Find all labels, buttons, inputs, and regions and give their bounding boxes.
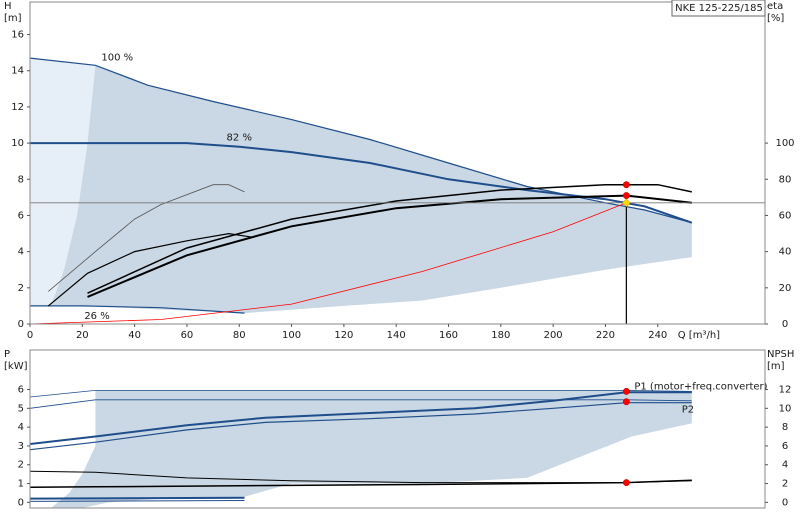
duty-marker <box>622 387 630 395</box>
y2-tick-label: 40 <box>779 247 792 258</box>
y-tick-label: 0 <box>18 497 24 508</box>
curve <box>30 496 245 500</box>
y2-tick-label: 10 <box>779 403 792 414</box>
curve <box>30 57 692 224</box>
y-tick-label: 1 <box>18 479 24 490</box>
x-tick-label: 0 <box>27 330 33 341</box>
y-tick-label: 5 <box>18 403 24 414</box>
x-tick-label: 60 <box>181 330 194 341</box>
curve <box>30 479 692 489</box>
y2-tick-label: 12 <box>779 385 792 396</box>
y-tick-label: 16 <box>11 30 24 41</box>
y-axis-unit: [kW] <box>4 361 28 372</box>
x-tick-label: 40 <box>128 330 141 341</box>
curve-label: P1 (motor+freq.converter) <box>634 381 767 392</box>
frame <box>29 1 766 325</box>
curve <box>30 402 692 451</box>
curve <box>30 399 692 409</box>
curve-label: 100 % <box>101 52 133 63</box>
y2-axis-label: eta <box>767 1 783 12</box>
y-tick-label: 4 <box>18 422 24 433</box>
y-tick-label: 10 <box>11 138 24 149</box>
y2-tick-label: 80 <box>779 174 792 185</box>
chart-title: NKE 125-225/185 <box>675 3 763 14</box>
curve <box>30 390 692 398</box>
curve <box>47 232 253 307</box>
y2-tick-label: 0 <box>782 497 788 508</box>
x-tick-label: 20 <box>76 330 89 341</box>
curve <box>87 183 692 294</box>
y2-tick-label: 20 <box>779 283 792 294</box>
y2-tick-label: 100 <box>775 138 794 149</box>
y2-axis-unit: [m] <box>767 361 785 372</box>
y2-tick-label: 4 <box>782 460 788 471</box>
y-tick-label: 0 <box>18 319 24 330</box>
x-tick-label: 200 <box>544 330 563 341</box>
curve-label: P2 <box>682 405 694 416</box>
y-tick-label: 2 <box>18 460 24 471</box>
curve <box>30 500 245 502</box>
series-group <box>30 57 693 324</box>
x-tick-label: 180 <box>491 330 510 341</box>
x-tick-label: 100 <box>282 330 301 341</box>
y-tick-label: 2 <box>18 283 24 294</box>
y-tick-label: 8 <box>18 174 24 185</box>
duty-marker <box>622 479 630 487</box>
operating-range <box>30 58 96 306</box>
x-tick-label: 220 <box>596 330 615 341</box>
curve-label: 26 % <box>84 311 109 322</box>
y2-tick-label: 8 <box>782 422 788 433</box>
curve-label: 82 % <box>227 133 252 144</box>
x-tick-label: 140 <box>387 330 406 341</box>
curve <box>30 305 245 314</box>
duty-marker <box>622 192 630 200</box>
x-tick-label: 160 <box>439 330 458 341</box>
y2-tick-label: 0 <box>782 319 788 330</box>
y-tick-label: 12 <box>11 102 24 113</box>
y2-axis-label: NPSH <box>767 349 794 360</box>
y2-tick-label: 2 <box>782 479 788 490</box>
plot: P1 (motor+freq.converter)P20123456024681… <box>4 349 794 509</box>
curve <box>30 202 627 324</box>
duty-marker <box>622 181 630 189</box>
frame <box>29 349 766 509</box>
x-axis-label: Q [m³/h] <box>678 330 720 341</box>
curve <box>30 391 692 445</box>
x-tick-label: 120 <box>334 330 353 341</box>
x-tick-label: 80 <box>233 330 246 341</box>
y-tick-label: 14 <box>11 66 24 77</box>
y-axis-unit: [m] <box>4 13 22 24</box>
operating-range <box>50 65 692 314</box>
title-box <box>671 0 766 17</box>
y-tick-label: 3 <box>18 441 24 452</box>
y2-tick-label: 6 <box>782 441 788 452</box>
y2-axis-unit: [%] <box>767 13 784 24</box>
y-axis-label: H <box>4 1 12 12</box>
duty-marker <box>622 398 630 406</box>
y2-tick-label: 60 <box>779 210 792 221</box>
duty-marker <box>622 198 631 208</box>
y-axis-label: P <box>4 349 10 360</box>
x-tick-label: 240 <box>648 330 667 341</box>
curve <box>48 184 245 292</box>
y-tick-label: 6 <box>18 385 24 396</box>
y-tick-label: 4 <box>18 247 24 258</box>
series-group <box>30 390 692 508</box>
y-tick-label: 6 <box>18 210 24 221</box>
